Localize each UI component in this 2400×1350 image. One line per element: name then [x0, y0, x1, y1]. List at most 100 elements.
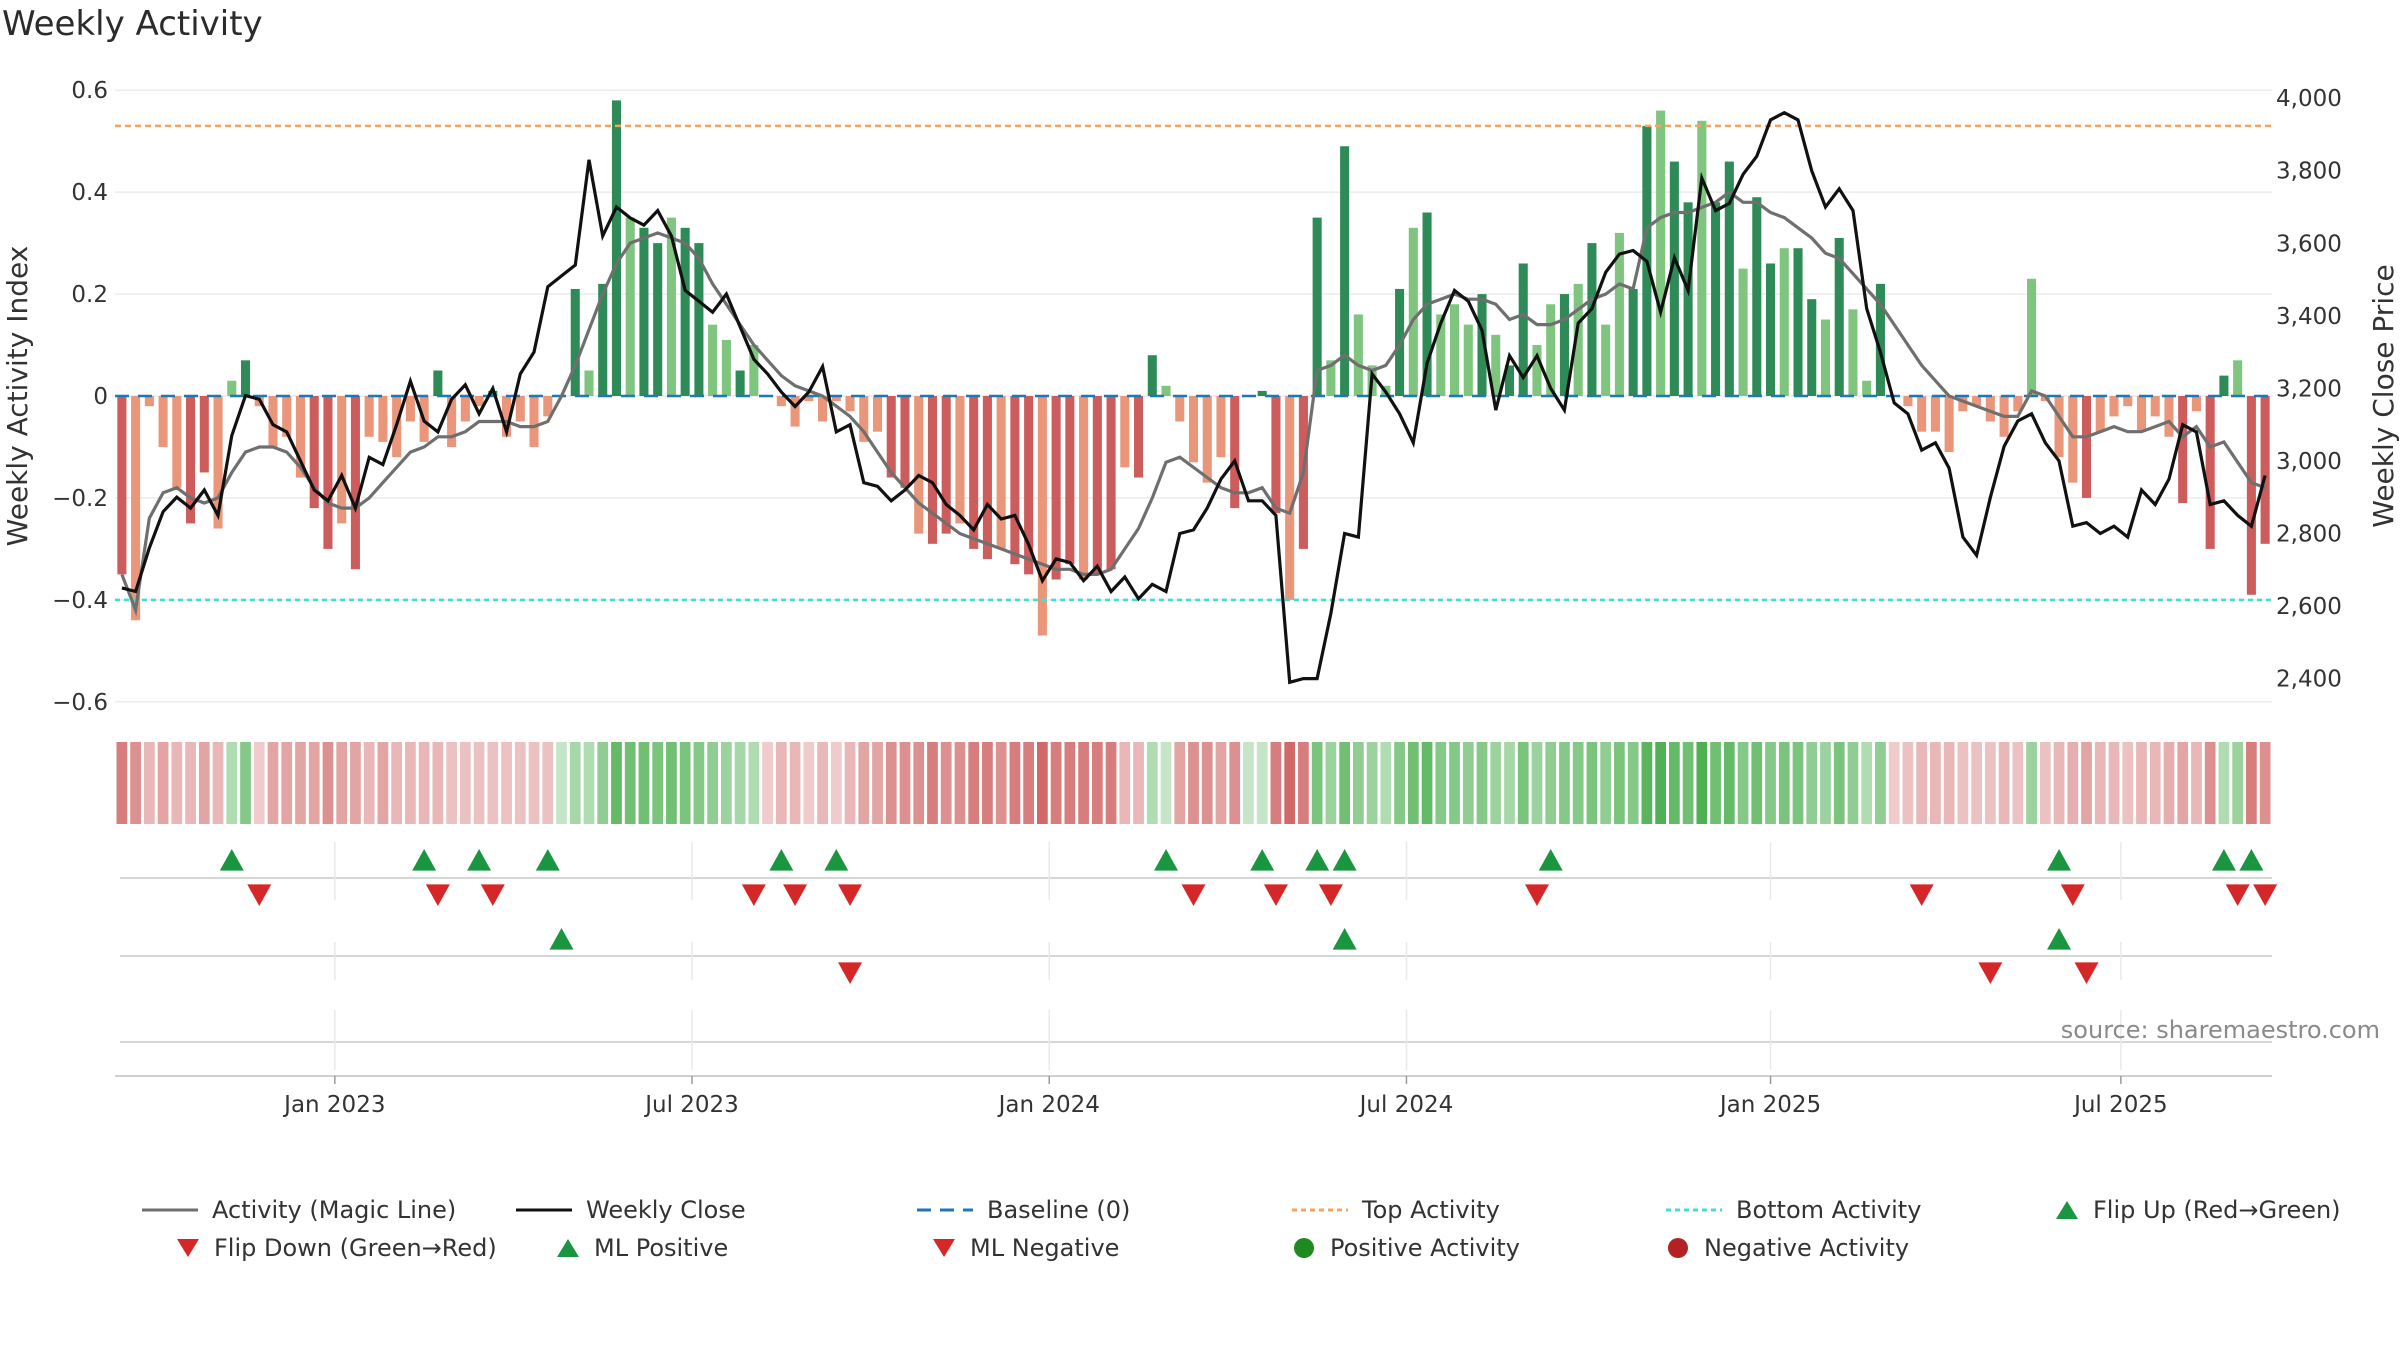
activity-bar [872, 396, 883, 432]
dot-icon [1294, 1238, 1314, 1258]
strip-cell [1462, 742, 1474, 824]
strip-cell [1256, 742, 1268, 824]
legend-label: Flip Down (Green→Red) [214, 1234, 497, 1262]
activity-bar [666, 217, 676, 396]
activity-bar [2178, 396, 2188, 504]
flip-up-marker [824, 849, 849, 871]
strip-cell [1421, 742, 1433, 824]
strip-cell [308, 742, 320, 824]
strip-cell [1009, 742, 1021, 824]
activity-bar [1546, 304, 1556, 396]
activity-bar [1092, 396, 1102, 575]
strip-cell [1957, 742, 1969, 824]
strip-cell [1614, 742, 1625, 824]
axes: −0.6 −0.4 −0.2 0 0.2 0.4 0.6 2,400 2,600 2,800 3,0… [52, 78, 2342, 716]
strip-cell [1270, 742, 1282, 824]
legend-item: Flip Up (Red→Green) [2053, 1196, 2341, 1224]
activity-bar [447, 396, 457, 447]
strip-cell [1820, 742, 1831, 824]
legend-item: Bottom Activity [1664, 1196, 1921, 1224]
triangle-down-icon [177, 1239, 199, 1257]
strip-cell [1710, 742, 1721, 824]
activity-bar [172, 396, 182, 488]
strip-cell [1902, 742, 1914, 824]
y-tick-label: 0.2 [71, 282, 108, 308]
strip-cell [432, 742, 444, 824]
strip-cell [1765, 742, 1776, 824]
activity-bar [474, 396, 484, 407]
ml-positive-marker [549, 928, 574, 950]
y2-tick-label: 3,200 [2276, 376, 2342, 402]
chart-title: Weekly Activity [2, 4, 263, 44]
activity-bar [1504, 365, 1515, 396]
x-tick-label: Jul 2024 [1358, 1092, 1454, 1118]
activity-bar [1147, 355, 1157, 396]
activity-bar [941, 396, 951, 534]
activity-bar [1230, 396, 1240, 509]
activity-bar [1628, 288, 1638, 396]
strip-cell [1023, 742, 1035, 824]
activity-bar [117, 396, 127, 575]
flip-up-marker [1154, 849, 1179, 871]
activity-bar [1944, 396, 1954, 453]
activity-bar [1765, 263, 1776, 396]
strip-cell [927, 742, 938, 824]
activity-bar [1161, 385, 1171, 396]
strip-cell [1971, 742, 1982, 824]
strip-cell [995, 742, 1007, 824]
legend-line-icon [1666, 1208, 1722, 1212]
activity-bar [886, 396, 896, 478]
activity-bar [2150, 396, 2160, 417]
flip-up-marker [2239, 849, 2264, 871]
activity-bar [2095, 396, 2105, 432]
flip-up-marker [1305, 849, 1330, 871]
activity-bar [1065, 396, 1075, 565]
activity-bar [158, 396, 168, 447]
strip-cell [514, 742, 526, 824]
activity-bar [1175, 396, 1185, 422]
dot-icon [1668, 1238, 1688, 1258]
strip-cell [2204, 742, 2216, 824]
strip-cell [638, 742, 650, 824]
strip-cell [556, 742, 567, 824]
activity-bar [364, 396, 374, 437]
strip-cell [1737, 742, 1749, 824]
flip-down-marker [1524, 884, 1549, 906]
activity-bar [1917, 396, 1927, 432]
strip-cell [1435, 742, 1447, 824]
strip-cell [982, 742, 993, 824]
flip-down-marker [838, 884, 863, 906]
activity-bar [2136, 396, 2147, 432]
activity-bar [1340, 146, 1350, 396]
y-tick-label: −0.4 [52, 588, 108, 614]
activity-bar [2081, 396, 2092, 498]
activity-bar [1683, 202, 1693, 396]
strip-cell [830, 742, 842, 824]
strip-cell [1037, 742, 1048, 824]
y2-tick-label: 3,600 [2276, 231, 2342, 257]
strip-cell [2081, 742, 2092, 824]
activity-bar [1271, 396, 1281, 514]
strip-cell [1572, 742, 1584, 824]
strip-cell [1943, 742, 1955, 824]
weekly-close-line [121, 110, 2267, 685]
legend-line-icon [1292, 1208, 1348, 1212]
activity-bars [117, 100, 2270, 636]
flip-up-marker [1250, 849, 1275, 871]
activity-bar [1656, 110, 1666, 397]
strip-cell [1298, 742, 1309, 824]
strip-cell [405, 742, 416, 824]
activity-bar [2027, 278, 2037, 396]
strip-cell [1091, 742, 1103, 824]
activity-bar [1697, 120, 1707, 396]
activity-bar [1848, 309, 1858, 396]
activity-bar [2068, 396, 2078, 483]
strip-cell [2163, 742, 2175, 824]
activity-bar [1010, 396, 1020, 565]
strip-cell [1559, 742, 1570, 824]
activity-bar [749, 345, 759, 396]
activity-bar [1738, 268, 1748, 396]
activity-bar [1037, 396, 1047, 636]
strip-cell [624, 742, 636, 824]
activity-bar [2164, 396, 2174, 437]
